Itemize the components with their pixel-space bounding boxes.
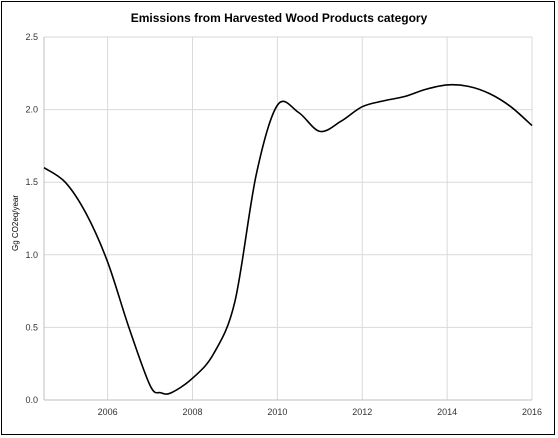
y-tick-label: 1.5: [25, 177, 38, 187]
axes: [43, 37, 532, 401]
chart-title: Emissions from Harvested Wood Products c…: [131, 11, 428, 25]
tick-labels: 0.0 0.5 1.0 1.5 2.0 2.5 2006 2008 2010 2012 2014 20…: [25, 32, 542, 417]
y-tick-label: 0.5: [25, 322, 38, 332]
x-tick-label: 2016: [522, 407, 542, 417]
y-tick-label: 2.5: [25, 32, 38, 42]
x-tick-label: 2010: [267, 407, 287, 417]
x-tick-label: 2008: [183, 407, 203, 417]
grid-lines: [44, 36, 533, 400]
y-tick-label: 0.0: [25, 395, 38, 405]
x-tick-label: 2014: [437, 407, 457, 417]
x-tick-label: 2012: [352, 407, 372, 417]
y-tick-label: 2.0: [25, 105, 38, 115]
series-line: [43, 83, 533, 395]
series-layer: [43, 83, 533, 395]
y-tick-label: 1.0: [25, 250, 38, 260]
x-tick-label: 2006: [98, 407, 118, 417]
y-axis-label: Gg CO2eq/year: [11, 195, 20, 251]
